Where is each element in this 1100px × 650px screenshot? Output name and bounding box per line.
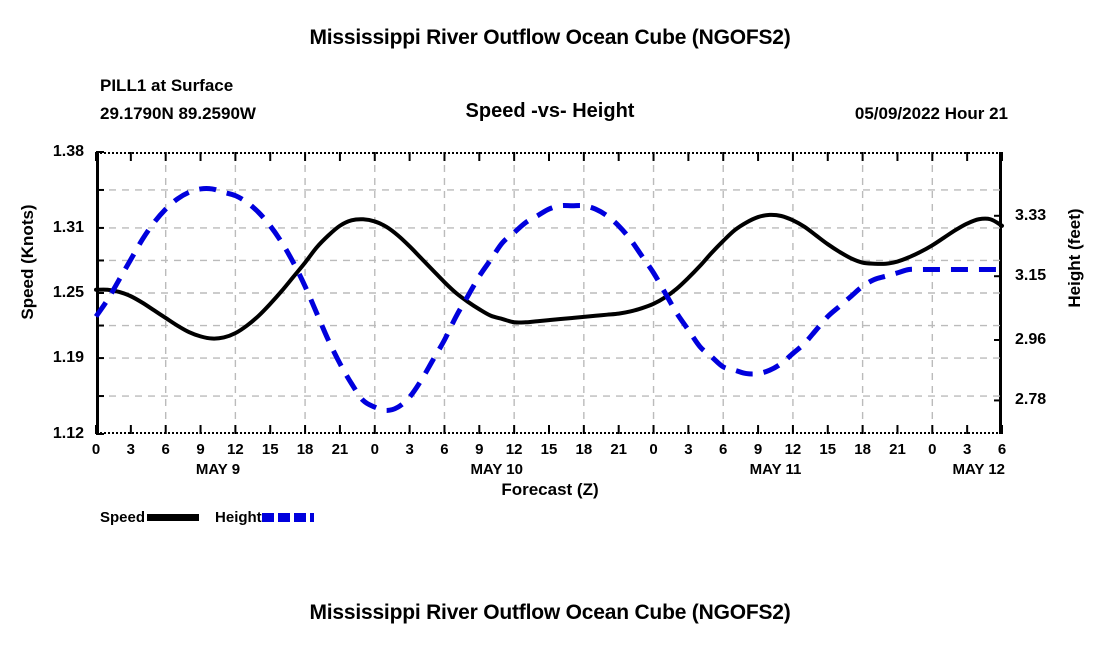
x-axis-tick-label: 0: [649, 441, 658, 458]
chart-legend: Speed Height: [100, 508, 314, 526]
x-axis-tick-label: 15: [540, 441, 558, 458]
y-axis-tick-label-left: 1.38: [52, 143, 84, 160]
y-axis-title-right: Height (feet): [1065, 208, 1084, 308]
y-axis-tick-label-right: 2.96: [1015, 331, 1047, 348]
y-axis-tick-label-left: 1.19: [52, 349, 84, 367]
legend-label-height: Height: [215, 508, 262, 526]
page-title-top: Mississippi River Outflow Ocean Cube (NG…: [309, 26, 791, 49]
horizontal-gridlines: [96, 189, 1002, 397]
chart-svg: [93, 151, 1004, 435]
x-axis-tick-label: 3: [126, 441, 136, 458]
x-axis-tick-label: 9: [475, 441, 484, 458]
x-axis-tick-label: 3: [684, 441, 693, 458]
chart-subtitle: Speed -vs- Height: [465, 100, 635, 122]
x-axis-day-label: MAY 9: [195, 461, 241, 478]
x-axis-tick-label: 3: [405, 441, 414, 458]
y-axis-tick-label-left: 1.31: [52, 218, 84, 236]
x-axis-title: Forecast (Z): [501, 480, 599, 499]
legend-label-speed: Speed: [100, 508, 146, 526]
x-axis-tick-label: 6: [440, 441, 449, 458]
x-axis-tick-label: 21: [889, 441, 906, 458]
axis-tickmarks: [95, 151, 1003, 435]
x-axis-tick-label: 0: [370, 441, 379, 458]
x-axis-tick-label: 0: [91, 441, 101, 458]
x-axis-tick-label: 21: [610, 441, 628, 458]
x-axis-day-label: MAY 10: [470, 461, 523, 478]
x-axis-tick-label: 3: [962, 441, 972, 458]
chart-plot-area: [93, 151, 1004, 435]
coordinates-label: 29.1790N 89.2590W: [100, 104, 256, 123]
x-axis-day-label: MAY 11: [749, 461, 802, 478]
page-title-bottom: Mississippi River Outflow Ocean Cube (NG…: [309, 601, 791, 624]
y-axis-tick-label-right: 3.33: [1015, 206, 1047, 224]
x-axis-tick-label: 9: [196, 441, 205, 458]
x-axis-tick-label: 12: [784, 441, 802, 458]
x-axis-tick-label: 12: [227, 441, 244, 458]
x-axis-tick-label: 18: [575, 441, 593, 458]
y-axis-tick-label-left: 1.25: [52, 284, 84, 301]
x-axis-tick-label: 9: [753, 441, 763, 458]
x-axis-tick-label: 15: [261, 441, 279, 458]
x-axis-day-label: MAY 12: [952, 461, 1006, 478]
x-axis-tick-label: 6: [997, 441, 1007, 458]
vertical-gridlines: [164, 152, 934, 434]
x-axis-tick-label: 12: [505, 441, 523, 458]
x-axis-tick-label: 18: [296, 441, 314, 458]
y-axis-title-left: Speed (Knots): [18, 204, 37, 320]
legend-swatch-speed: [147, 513, 200, 521]
x-axis-tick-label: 6: [719, 441, 728, 458]
run-time-label: 05/09/2022 Hour 21: [854, 104, 1008, 123]
x-axis-tick-label: 6: [161, 441, 170, 458]
x-axis-tick-label: 21: [331, 441, 349, 458]
x-axis-tick-label: 18: [854, 441, 871, 458]
x-axis-tick-label: 15: [819, 441, 837, 458]
series-line-speed: [94, 212, 1004, 341]
y-axis-tick-label-right: 3.15: [1015, 267, 1047, 285]
series-line-height: [93, 186, 1002, 413]
y-axis-tick-label-left: 1.12: [52, 425, 84, 442]
legend-swatch-height: [261, 512, 314, 522]
x-axis-tick-label: 0: [928, 441, 937, 458]
station-label: PILL1 at Surface: [100, 76, 234, 95]
y-axis-tick-label-right: 2.78: [1015, 391, 1047, 409]
